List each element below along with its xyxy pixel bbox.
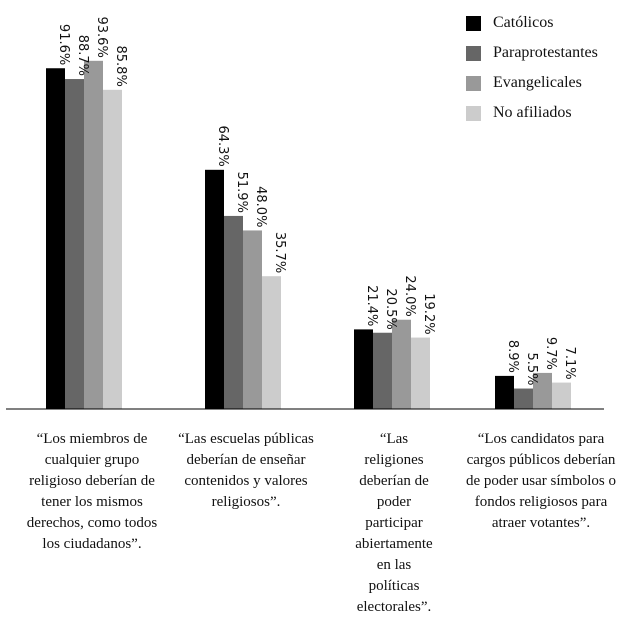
- value-labels-group: 91.6% 64.3% 21.4% 8.9% 88.7% 51.9% 20.5% 5.5% 93…: [56, 16, 577, 385]
- legend-swatch: [466, 45, 481, 61]
- value-label: 91.6%: [56, 24, 71, 65]
- bar-2-3: [373, 332, 392, 409]
- legend-label: No afiliados: [493, 104, 572, 121]
- bar-1-1: [46, 68, 65, 410]
- category-label-3: “Las religiones deberían de poder partic…: [355, 431, 433, 615]
- bar-2-2: [224, 215, 243, 409]
- bar-3-1: [84, 60, 103, 410]
- bar-1-3: [354, 329, 373, 409]
- bar-3-3: [392, 319, 411, 409]
- value-label: 5.5%: [524, 353, 539, 386]
- bar-4-4: [552, 382, 571, 409]
- legend-item-no-afiliados: No afiliados: [466, 98, 598, 128]
- bar-4-3: [411, 337, 430, 409]
- legend-swatch: [466, 105, 481, 121]
- legend-swatch: [466, 15, 481, 31]
- bar-4-2: [262, 276, 281, 409]
- category-label-2: “Las escuelas públicas deberían de enseñ…: [178, 431, 314, 510]
- bar-2-1: [65, 79, 84, 409]
- value-label: 35.7%: [272, 232, 287, 273]
- value-label: 51.9%: [234, 172, 249, 213]
- value-label: 20.5%: [383, 288, 398, 329]
- bar-3-2: [243, 230, 262, 409]
- category-label-1: “Los miembros de cualquier grupo religio…: [26, 431, 158, 552]
- value-label: 85.8%: [113, 46, 128, 87]
- bar-3-4: [533, 372, 552, 409]
- legend-label: Católicos: [493, 14, 554, 31]
- legend-label: Evangelicales: [493, 74, 582, 91]
- value-label: 88.7%: [75, 35, 90, 76]
- legend-swatch: [466, 75, 481, 91]
- category-label-4: “Los candidatos para cargos públicos deb…: [466, 431, 616, 531]
- value-label: 9.7%: [543, 337, 558, 370]
- bars-group: [46, 60, 571, 410]
- legend-item-paraprotestantes: Paraprotestantes: [466, 38, 598, 68]
- legend-label: Paraprotestantes: [493, 44, 598, 61]
- bar-2-4: [514, 388, 533, 409]
- bar-4-1: [103, 89, 122, 409]
- value-label: 8.9%: [505, 340, 520, 373]
- bar-1-4: [495, 375, 514, 409]
- legend-item-catolicos: Católicos: [466, 8, 598, 38]
- legend: Católicos Paraprotestantes Evangelicales…: [466, 8, 598, 128]
- value-label: 48.0%: [253, 186, 268, 227]
- value-label: 19.2%: [421, 293, 436, 334]
- value-label: 93.6%: [94, 16, 109, 57]
- legend-item-evangelicales: Evangelicales: [466, 68, 598, 98]
- value-label: 7.1%: [562, 347, 577, 380]
- bar-1-2: [205, 169, 224, 409]
- value-label: 64.3%: [215, 125, 230, 166]
- value-label: 24.0%: [402, 275, 417, 316]
- value-label: 21.4%: [364, 285, 379, 326]
